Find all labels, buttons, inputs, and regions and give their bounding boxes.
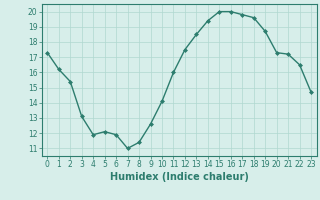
X-axis label: Humidex (Indice chaleur): Humidex (Indice chaleur): [110, 172, 249, 182]
